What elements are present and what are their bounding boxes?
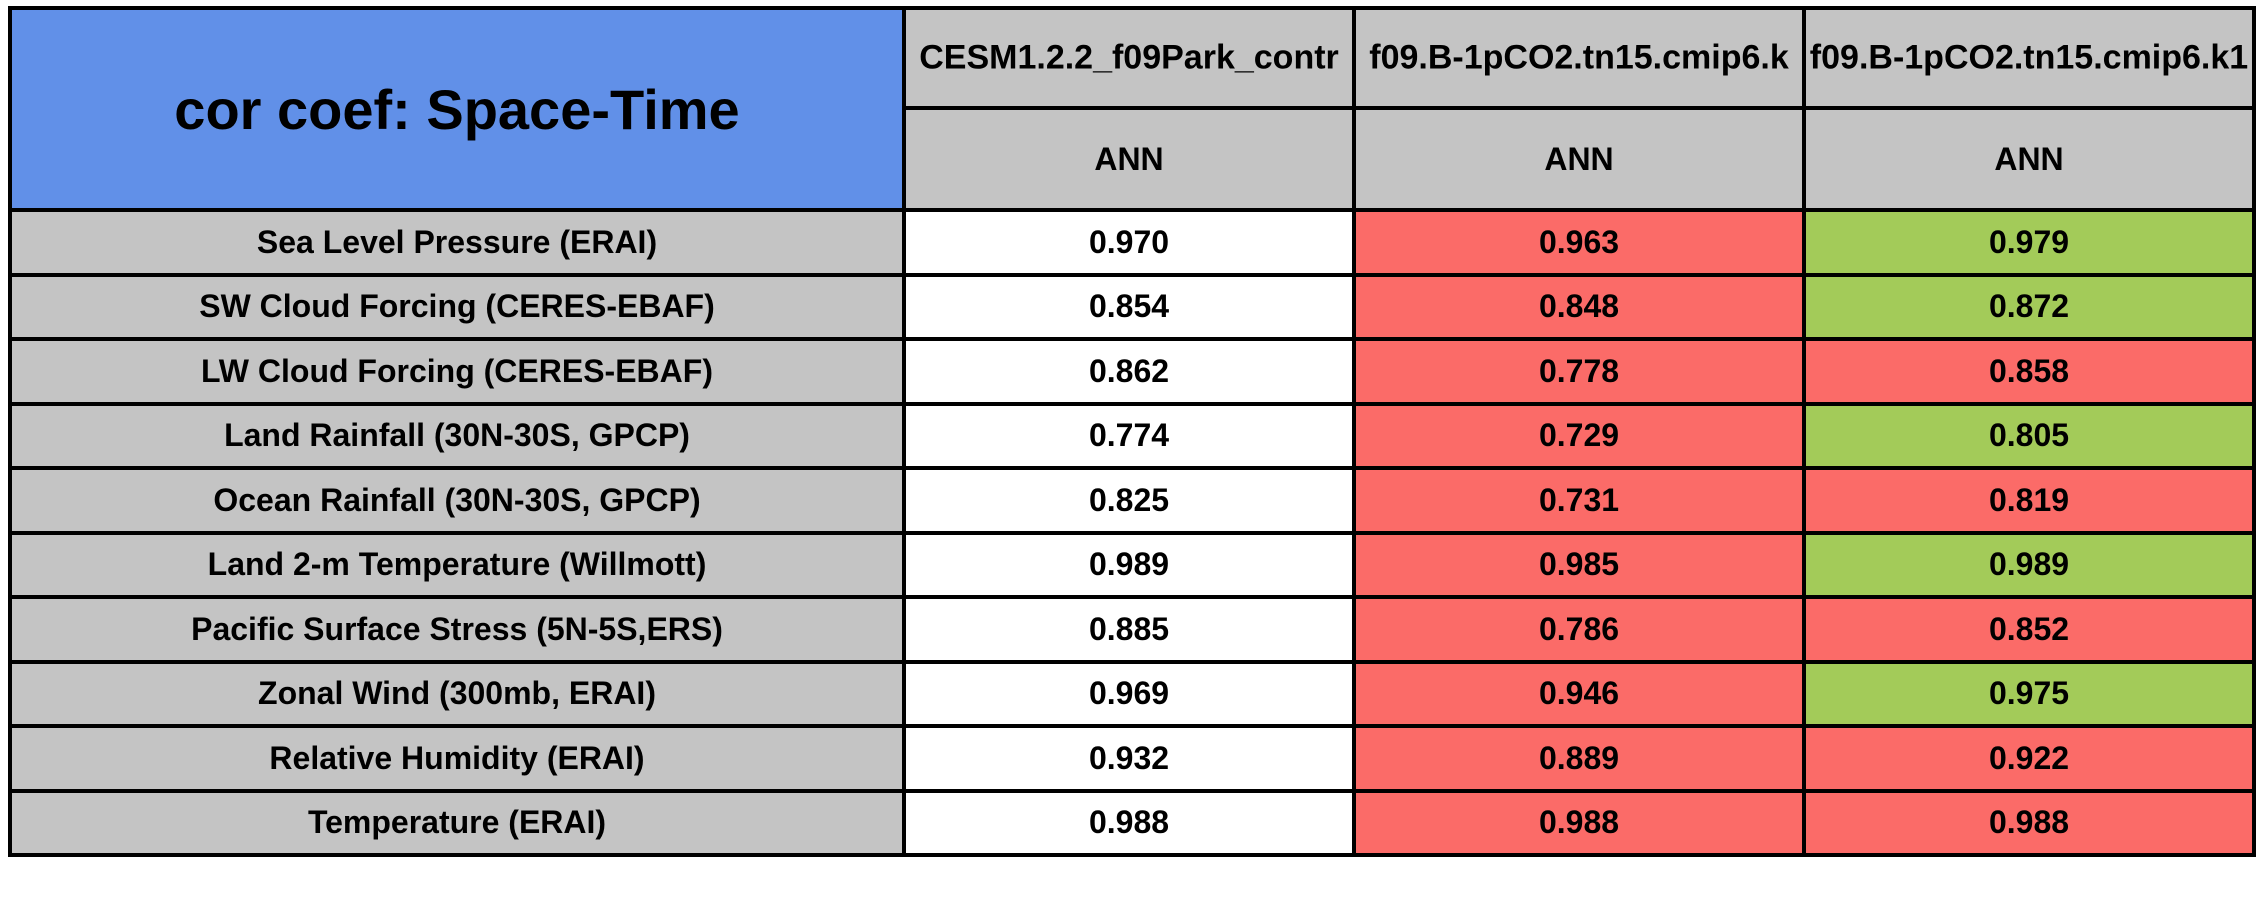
value-cell: 0.889	[1352, 724, 1806, 793]
table-row: Temperature (ERAI) 0.988 0.988 0.988	[8, 788, 2256, 857]
value-cell: 0.729	[1352, 401, 1806, 470]
model-header-col-3: f09.B-1pCO2.tn15.cmip6.k1	[1802, 6, 2256, 110]
table-row: LW Cloud Forcing (CERES-EBAF) 0.862 0.77…	[8, 337, 2256, 406]
value-cell: 0.872	[1802, 272, 2256, 341]
model-header-col-2: f09.B-1pCO2.tn15.cmip6.k	[1352, 6, 1806, 110]
season-header-col-2: ANN	[1352, 106, 1806, 212]
value-cell: 0.731	[1352, 466, 1806, 535]
value-cell: 0.825	[902, 466, 1356, 535]
model-name: CESM1.2.2_f09Park_contr	[919, 38, 1339, 77]
value-cell: 0.963	[1352, 208, 1806, 277]
table-title: cor coef: Space-Time	[174, 77, 740, 141]
value-cell: 0.858	[1802, 337, 2256, 406]
value-cell: 0.786	[1352, 595, 1806, 664]
row-label: SW Cloud Forcing (CERES-EBAF)	[8, 272, 906, 341]
season-header-row: ANN ANN ANN	[10, 106, 2256, 212]
value-cell: 0.854	[902, 272, 1356, 341]
value-cell: 0.774	[902, 401, 1356, 470]
model-header-row: cor coef: Space-Time CESM1.2.2_f09Park_c…	[8, 6, 2256, 212]
season-header-col-1: ANN	[902, 106, 1356, 212]
value-cell: 0.862	[902, 337, 1356, 406]
table-title-cell: cor coef: Space-Time	[8, 6, 906, 212]
value-cell: 0.852	[1802, 595, 2256, 664]
row-label: LW Cloud Forcing (CERES-EBAF)	[8, 337, 906, 406]
value-cell: 0.989	[902, 530, 1356, 599]
table-row: Ocean Rainfall (30N-30S, GPCP) 0.825 0.7…	[8, 466, 2256, 535]
table-row: Pacific Surface Stress (5N-5S,ERS) 0.885…	[8, 595, 2256, 664]
value-cell: 0.932	[902, 724, 1356, 793]
row-label: Ocean Rainfall (30N-30S, GPCP)	[8, 466, 906, 535]
value-cell: 0.985	[1352, 530, 1806, 599]
row-label: Zonal Wind (300mb, ERAI)	[8, 659, 906, 728]
row-label: Relative Humidity (ERAI)	[8, 724, 906, 793]
value-cell: 0.988	[1802, 788, 2256, 857]
value-cell: 0.885	[902, 595, 1356, 664]
season-header-col-3: ANN	[1802, 106, 2256, 212]
model-name: f09.B-1pCO2.tn15.cmip6.k	[1369, 38, 1789, 77]
value-cell: 0.969	[902, 659, 1356, 728]
value-cell: 0.988	[1352, 788, 1806, 857]
row-label: Pacific Surface Stress (5N-5S,ERS)	[8, 595, 906, 664]
value-cell: 0.778	[1352, 337, 1806, 406]
row-label: Land 2-m Temperature (Willmott)	[8, 530, 906, 599]
row-label: Land Rainfall (30N-30S, GPCP)	[8, 401, 906, 470]
model-header-col-1: CESM1.2.2_f09Park_contr	[902, 6, 1356, 110]
model-name: f09.B-1pCO2.tn15.cmip6.k1	[1809, 38, 2249, 77]
value-cell: 0.989	[1802, 530, 2256, 599]
table-row: Sea Level Pressure (ERAI) 0.970 0.963 0.…	[8, 208, 2256, 277]
table-row: SW Cloud Forcing (CERES-EBAF) 0.854 0.84…	[8, 272, 2256, 341]
row-label: Sea Level Pressure (ERAI)	[8, 208, 906, 277]
table-row: Land 2-m Temperature (Willmott) 0.989 0.…	[8, 530, 2256, 599]
value-cell: 0.922	[1802, 724, 2256, 793]
cor-coef-table: cor coef: Space-Time CESM1.2.2_f09Park_c…	[8, 6, 2256, 857]
table-row: Relative Humidity (ERAI) 0.932 0.889 0.9…	[8, 724, 2256, 793]
table-row: Zonal Wind (300mb, ERAI) 0.969 0.946 0.9…	[8, 659, 2256, 728]
table-row: Land Rainfall (30N-30S, GPCP) 0.774 0.72…	[8, 401, 2256, 470]
value-cell: 0.988	[902, 788, 1356, 857]
value-cell: 0.979	[1802, 208, 2256, 277]
value-cell: 0.805	[1802, 401, 2256, 470]
value-cell: 0.975	[1802, 659, 2256, 728]
value-cell: 0.970	[902, 208, 1356, 277]
row-label: Temperature (ERAI)	[8, 788, 906, 857]
value-cell: 0.819	[1802, 466, 2256, 535]
value-cell: 0.946	[1352, 659, 1806, 728]
value-cell: 0.848	[1352, 272, 1806, 341]
